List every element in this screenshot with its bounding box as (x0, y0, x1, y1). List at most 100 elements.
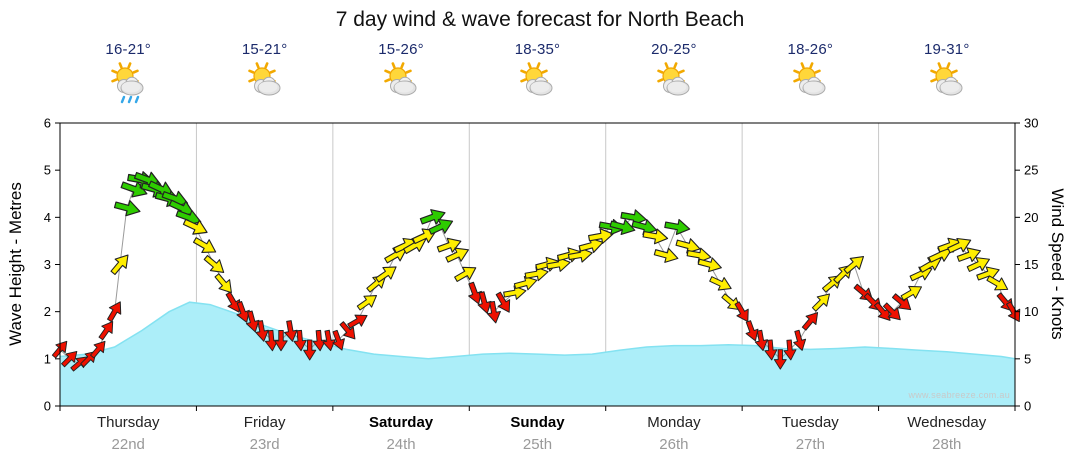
wind-arrow (745, 320, 759, 342)
right-tick-label: 20 (1024, 210, 1038, 225)
wind-arrow (203, 254, 225, 273)
wind-arrow (843, 256, 865, 275)
wind-arrow (709, 276, 732, 291)
day-date: 24th (386, 436, 416, 453)
wind-arrow (332, 329, 345, 351)
wind-arrow (495, 291, 511, 313)
wind-arrow (375, 266, 397, 283)
day-name: Tuesday (781, 414, 839, 431)
wind-arrow (255, 320, 269, 342)
day-date: 25th (522, 436, 553, 453)
weather-icon-wrap (378, 61, 424, 105)
day-label: Tuesday 27th (742, 414, 878, 453)
wind-arrow (192, 237, 217, 254)
day-temperature-range: 15-26° (378, 41, 424, 58)
day-date: 27th (795, 436, 825, 453)
day-label: Sunday 25th (469, 414, 605, 453)
day-label: Friday 23rd (196, 414, 332, 453)
right-tick-label: 0 (1024, 399, 1031, 414)
wind-arrow (524, 266, 549, 282)
wind-arrow (947, 237, 972, 254)
wind-arrow (113, 200, 141, 217)
day-column: 15-26° (333, 41, 469, 105)
wind-arrow (697, 257, 722, 273)
sun-cloud-rain-icon (111, 62, 144, 104)
wind-arrow (274, 330, 288, 352)
left-axis-title: Wave Height - Metres (6, 182, 25, 346)
weather-icon-wrap (924, 61, 970, 105)
wind-arrow (347, 314, 368, 329)
day-label: Thursday 22nd (60, 414, 196, 453)
wind-arrow (793, 329, 807, 351)
day-name: Monday (647, 414, 701, 431)
day-column: 18-35° (469, 41, 605, 105)
right-tick-label: 5 (1024, 351, 1031, 366)
wind-arrow (236, 300, 250, 323)
day-name: Friday (243, 414, 286, 431)
day-column: 18-26° (742, 41, 878, 105)
wave-height-line (59, 301, 1016, 360)
wind-arrow (110, 254, 129, 276)
sun-cloud-icon (793, 62, 826, 96)
sun-cloud-icon (247, 62, 281, 96)
day-label: Wednesday 28th (879, 414, 1015, 453)
wind-arrow (384, 247, 408, 264)
wind-arrow (664, 218, 691, 236)
weather-icon-wrap (105, 61, 151, 105)
day-labels-row: Thursday 22nd Friday 23rd Saturday 24th Sunday… (60, 414, 1015, 453)
wind-arrow (303, 339, 317, 361)
day-temperature-range: 20-25° (651, 41, 697, 58)
day-label: Monday 26th (606, 414, 742, 453)
page-title: 7 day wind & wave forecast for North Bea… (335, 8, 745, 31)
sun-cloud-icon (520, 62, 553, 96)
wind-arrow (675, 238, 701, 254)
wind-arrow (214, 273, 232, 294)
day-temperature-range: 18-35° (514, 41, 561, 58)
sun-cloud-icon (384, 62, 417, 96)
wind-arrow (986, 275, 1009, 291)
left-tick-label: 1 (44, 351, 51, 366)
wind-arrow (578, 237, 604, 254)
day-date: 22nd (111, 436, 145, 453)
day-column: 15-21° (196, 41, 332, 105)
wind-arrow (567, 247, 593, 263)
wind-arrow (98, 321, 114, 341)
watermark: www.seabreeze.com.au (908, 390, 1010, 400)
wind-arrow (919, 257, 942, 273)
wind-arrow (734, 301, 749, 323)
wind-arrow (468, 281, 482, 305)
left-tick-label: 6 (44, 116, 51, 131)
wind-arrow (773, 349, 787, 370)
wind-arrow (428, 218, 454, 235)
right-tick-label: 25 (1024, 163, 1038, 178)
wind-arrow (503, 285, 527, 300)
wind-arrow (801, 312, 819, 331)
wind-arrow (225, 291, 241, 313)
weather-icon-wrap (242, 61, 288, 105)
wind-arrow (754, 329, 768, 352)
wind-arrow (546, 256, 571, 272)
wind-arrow (107, 301, 122, 323)
left-tick-label: 3 (44, 257, 51, 272)
wind-arrow (609, 219, 636, 235)
sun-cloud-icon (929, 62, 963, 96)
weather-icon-wrap (787, 61, 833, 105)
wind-arrow (293, 329, 307, 352)
wind-arrow (339, 321, 356, 340)
wind-arrow (322, 329, 336, 352)
wind-arrow (61, 351, 78, 368)
day-name: Wednesday (907, 414, 987, 431)
right-tick-label: 15 (1024, 257, 1038, 272)
wind-arrow (477, 291, 492, 314)
weather-icon-wrap (651, 61, 697, 105)
wind-arrow (312, 329, 326, 352)
right-axis-title: Wind Speed - Knots (1048, 188, 1067, 340)
wind-arrow (182, 218, 208, 235)
wind-arrow (882, 302, 901, 321)
day-name: Saturday (368, 414, 434, 431)
day-header-row: 16-21° 15-21° 15-26° 18-35° 20-25° 18-26° 19-3… (60, 41, 1015, 105)
wind-arrow (513, 275, 538, 291)
day-date: 26th (659, 436, 689, 453)
